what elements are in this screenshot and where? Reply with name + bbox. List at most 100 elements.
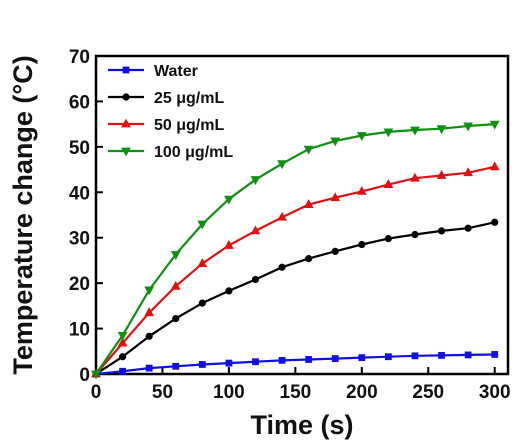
data-point [330, 137, 341, 147]
legend-item: Water [108, 63, 198, 80]
data-point [145, 332, 153, 340]
data-point [197, 220, 208, 230]
data-point [437, 227, 446, 235]
data-point [145, 364, 153, 372]
data-point [117, 337, 128, 347]
series-layer [91, 120, 500, 380]
x-tick-label: 50 [152, 382, 173, 403]
data-point [384, 353, 392, 361]
series-2 [91, 161, 500, 378]
data-point [411, 352, 419, 360]
data-point [438, 351, 445, 359]
data-point [118, 353, 127, 361]
y-axis: 0 10 20 30 40 50 60 70 [69, 47, 103, 386]
data-point [251, 275, 260, 284]
data-point [383, 179, 394, 188]
x-tick-label: 150 [280, 382, 312, 403]
data-point [278, 263, 286, 271]
y-tick-label: 70 [69, 47, 90, 68]
data-point [463, 167, 474, 177]
x-axis: 0 50 100 150 200 250 300 [91, 367, 511, 403]
y-tick-label: 40 [69, 183, 90, 204]
legend-marker [121, 118, 131, 128]
data-point [198, 299, 206, 307]
series-3 [91, 120, 500, 380]
data-point [305, 356, 313, 363]
series-line [95, 221, 495, 375]
legend-marker [121, 147, 131, 157]
data-point [144, 286, 155, 296]
x-tick-label: 300 [479, 382, 511, 403]
series-line [95, 165, 495, 375]
data-point [91, 370, 101, 380]
y-tick-label: 50 [69, 138, 90, 159]
data-point [170, 280, 181, 290]
data-point [356, 185, 367, 195]
data-point [358, 354, 366, 362]
data-point [224, 195, 234, 205]
legend: Water 25 μg/mL 50 μg/mL 100 μg/mL [108, 63, 233, 161]
y-tick-label: 10 [69, 320, 90, 341]
legend-label: 100 μg/mL [154, 144, 233, 161]
legend-item: 100 μg/mL [108, 144, 233, 161]
data-point [303, 199, 314, 208]
legend-marker [122, 93, 130, 101]
legend-label: 50 μg/mL [154, 117, 224, 134]
data-point [489, 120, 500, 130]
x-tick-label: 200 [346, 382, 378, 403]
x-tick-label: 0 [91, 382, 102, 403]
y-tick-label: 60 [69, 92, 90, 113]
data-point [464, 351, 472, 359]
data-point [303, 145, 314, 155]
data-point [144, 307, 155, 317]
legend-item: 25 μg/mL [108, 90, 224, 107]
data-point [170, 251, 181, 260]
data-point [491, 351, 499, 358]
series-line [95, 123, 495, 375]
data-point [224, 240, 234, 249]
data-point [331, 355, 339, 362]
data-point [436, 125, 447, 135]
x-tick-label: 250 [412, 382, 444, 403]
data-point [277, 160, 287, 170]
data-point [383, 128, 394, 138]
data-point [197, 258, 208, 268]
y-tick-label: 30 [69, 229, 90, 250]
data-point [356, 132, 367, 141]
data-point [198, 361, 206, 368]
y-axis-label: Temperature change (°C) [8, 55, 38, 374]
data-point [225, 359, 233, 367]
legend-marker [122, 66, 130, 74]
data-point [410, 172, 420, 182]
data-point [172, 314, 180, 323]
legend-item: 50 μg/mL [108, 117, 224, 134]
data-point [225, 287, 233, 295]
data-point [250, 176, 261, 185]
x-axis-label: Time (s) [250, 410, 353, 440]
data-point [410, 126, 420, 136]
y-tick-label: 0 [79, 365, 90, 386]
data-point [277, 211, 287, 221]
legend-label: Water [154, 63, 198, 80]
data-point [384, 235, 392, 243]
data-point [491, 218, 499, 226]
data-point [463, 122, 474, 132]
data-point [252, 358, 259, 366]
data-point [250, 225, 261, 235]
data-point [305, 255, 313, 263]
data-point [330, 192, 341, 202]
legend-label: 25 μg/mL [154, 90, 224, 107]
data-point [411, 230, 419, 239]
data-point [117, 331, 128, 341]
data-point [278, 356, 286, 364]
data-point [464, 224, 472, 232]
series-line [95, 353, 495, 376]
x-tick-label: 100 [213, 382, 245, 403]
data-point [358, 240, 366, 249]
data-point [436, 170, 447, 179]
data-point [331, 247, 339, 255]
series-1 [92, 218, 499, 378]
data-point [172, 362, 180, 370]
y-tick-label: 20 [69, 274, 90, 295]
